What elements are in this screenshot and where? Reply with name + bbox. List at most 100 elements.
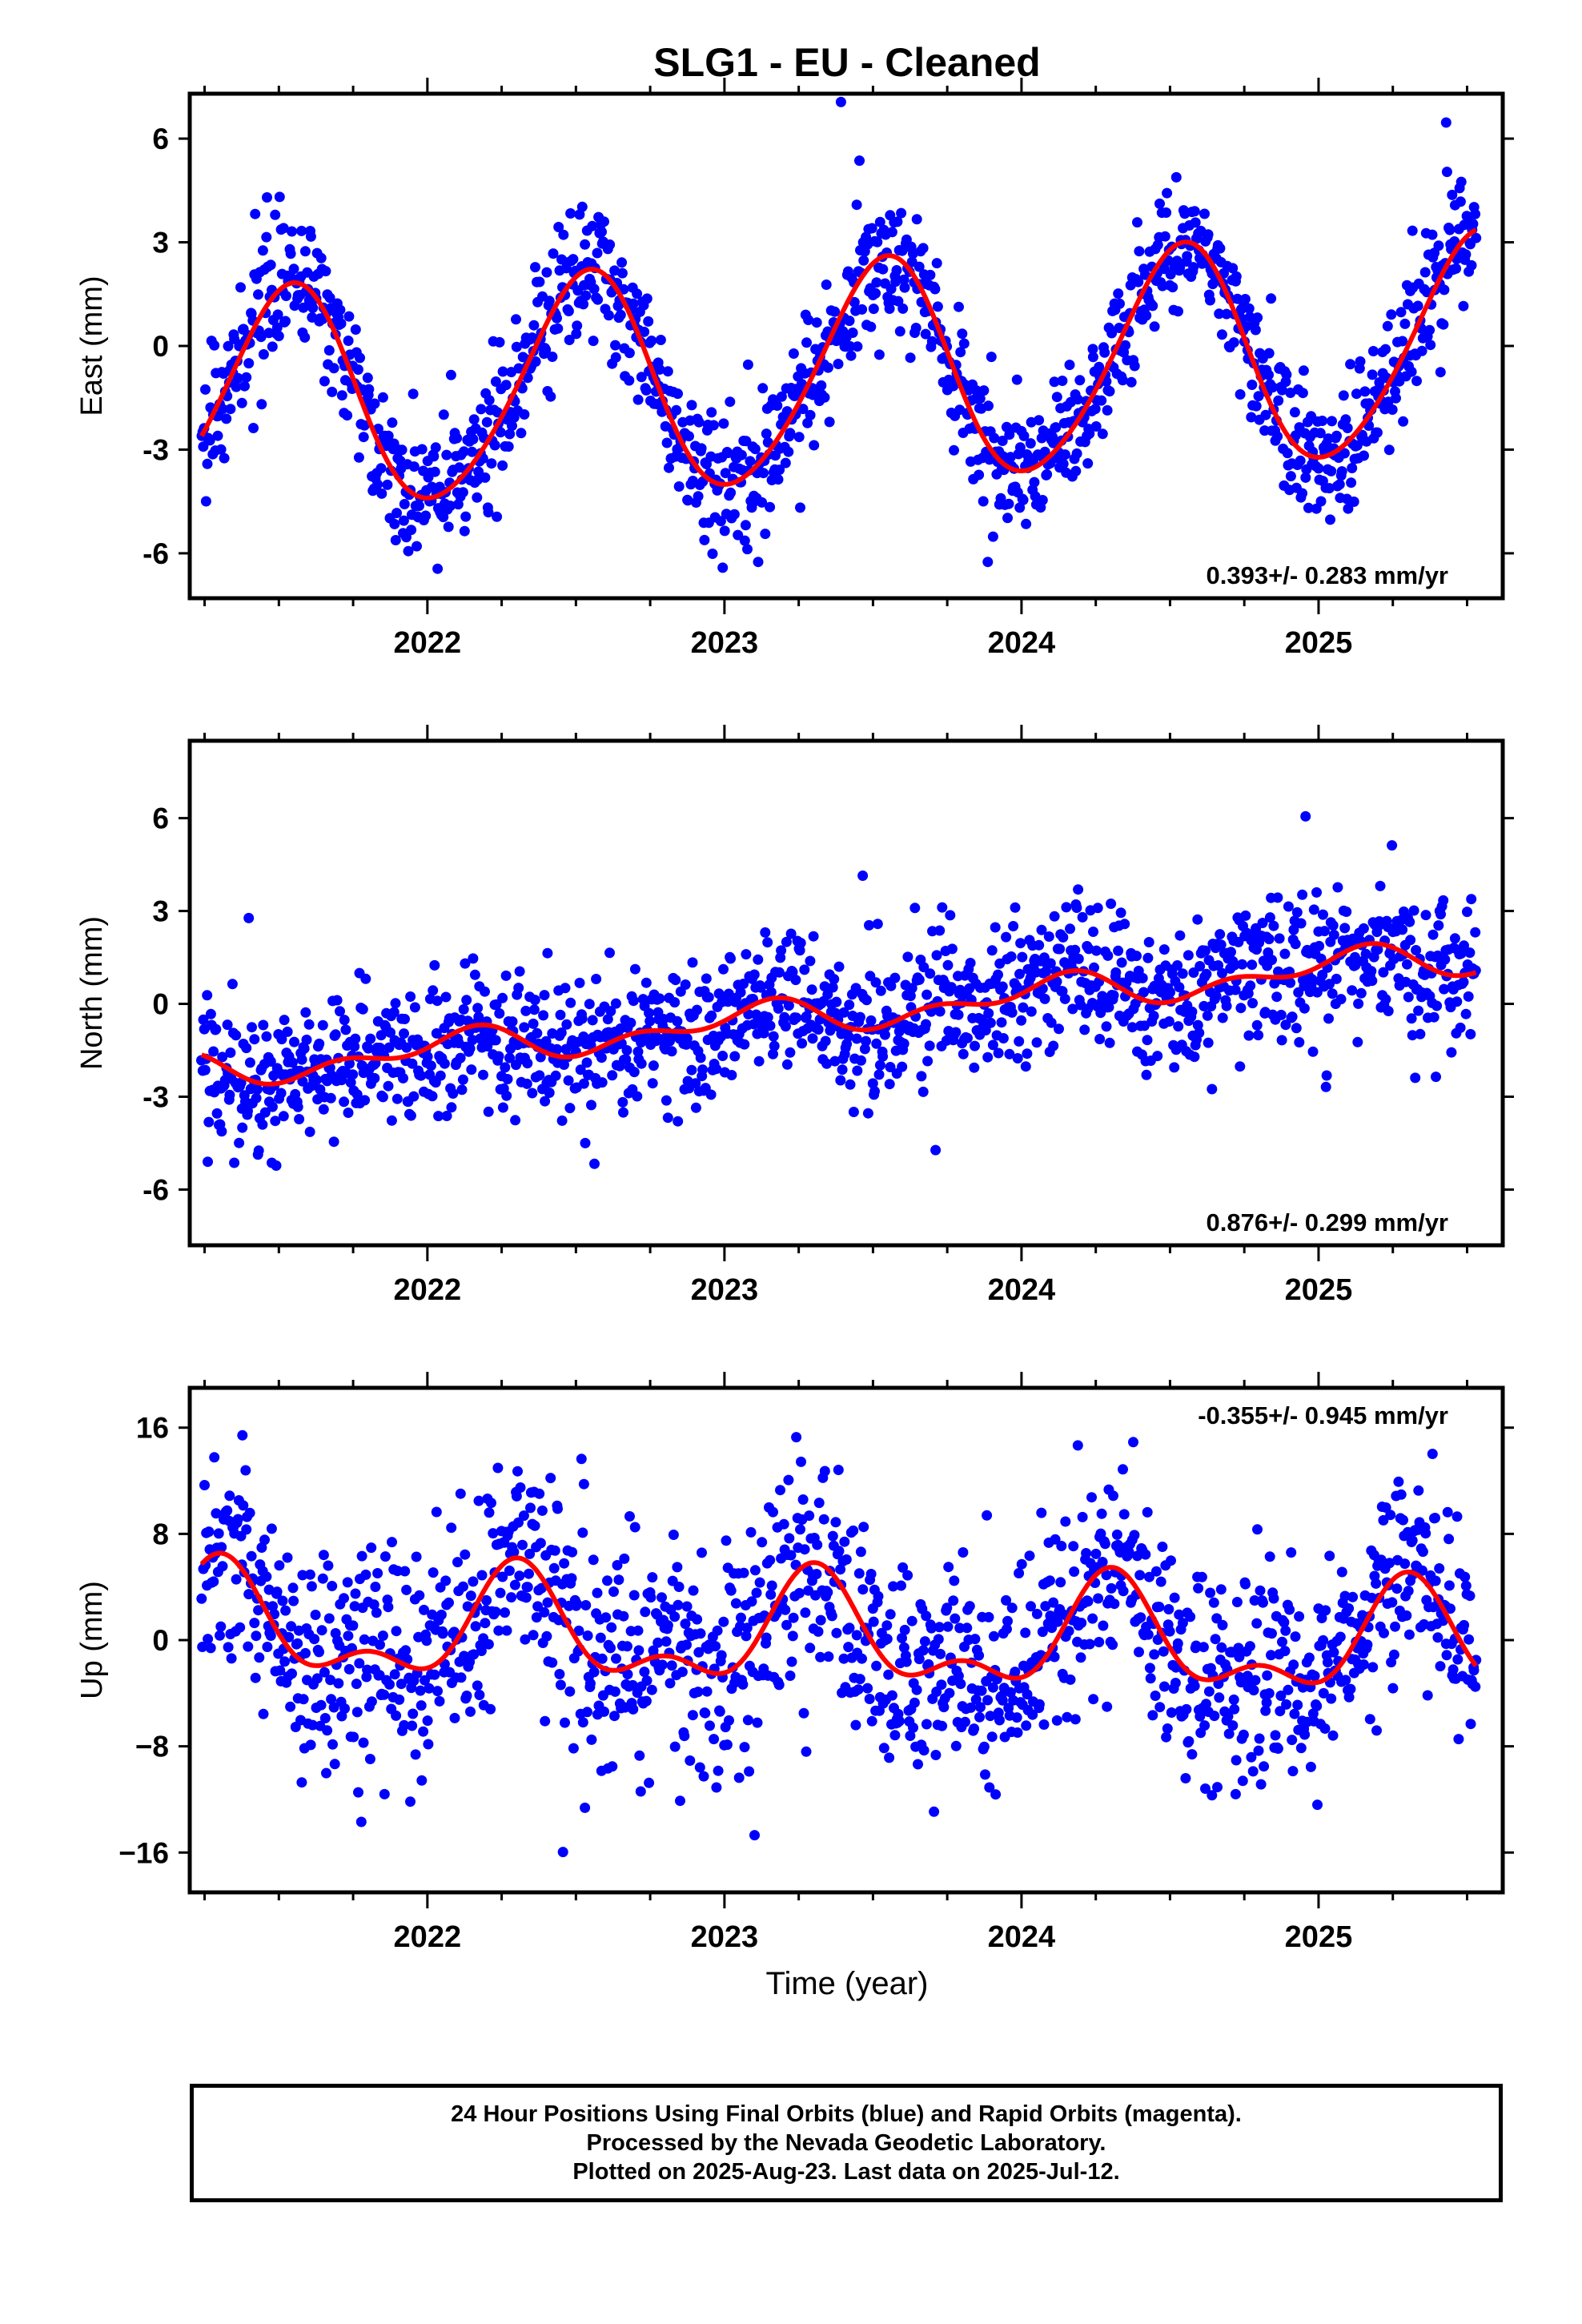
data-point xyxy=(717,562,729,573)
data-point xyxy=(1241,927,1252,939)
data-point xyxy=(329,1759,340,1770)
data-point xyxy=(1406,1013,1417,1024)
data-point xyxy=(1273,395,1284,406)
data-point xyxy=(390,535,401,545)
data-point xyxy=(843,1031,854,1042)
data-point xyxy=(1240,910,1251,921)
data-point xyxy=(1250,324,1261,336)
data-point xyxy=(998,1033,1009,1043)
data-point xyxy=(752,1717,763,1728)
data-point xyxy=(258,349,269,360)
data-point xyxy=(1152,239,1163,251)
data-point xyxy=(588,283,600,295)
data-point xyxy=(1097,1557,1108,1567)
data-point xyxy=(740,520,751,531)
data-point xyxy=(1403,1629,1415,1640)
data-point xyxy=(620,1054,632,1065)
data-point xyxy=(429,466,440,477)
data-point xyxy=(974,1650,985,1661)
data-point xyxy=(211,1023,222,1035)
data-point xyxy=(749,1830,760,1841)
data-point xyxy=(1198,1642,1209,1653)
data-point xyxy=(736,449,747,460)
data-point xyxy=(957,328,968,340)
data-point xyxy=(1048,1040,1059,1051)
data-point xyxy=(796,1456,806,1467)
data-point xyxy=(993,1047,1004,1059)
data-point xyxy=(1139,269,1150,280)
data-point xyxy=(1262,1670,1273,1681)
data-point xyxy=(1123,1546,1134,1558)
data-point xyxy=(761,428,772,440)
data-point xyxy=(225,1047,236,1058)
data-point xyxy=(845,341,856,352)
data-point xyxy=(1397,924,1408,935)
data-point xyxy=(1289,1708,1300,1719)
data-point xyxy=(323,1560,334,1571)
data-point xyxy=(200,496,211,507)
data-point xyxy=(1190,217,1201,228)
data-point xyxy=(896,207,907,219)
data-point xyxy=(580,1802,591,1813)
data-point xyxy=(545,1473,556,1484)
data-point xyxy=(722,448,733,459)
data-point xyxy=(1150,1691,1161,1701)
data-point xyxy=(1299,1003,1310,1014)
data-point xyxy=(1270,1730,1281,1741)
data-point xyxy=(1364,1714,1375,1725)
data-point xyxy=(744,1766,755,1777)
data-point xyxy=(1263,1688,1275,1699)
data-point xyxy=(844,999,855,1011)
data-point xyxy=(937,902,948,913)
data-point xyxy=(604,239,616,250)
data-point xyxy=(492,511,503,522)
data-point xyxy=(241,1043,252,1054)
data-point xyxy=(788,348,799,359)
data-point xyxy=(428,1567,439,1578)
data-point xyxy=(203,1156,213,1168)
data-point xyxy=(1166,1555,1176,1566)
data-point xyxy=(697,1064,709,1076)
data-point xyxy=(528,1004,540,1015)
data-point xyxy=(375,1043,386,1053)
data-point xyxy=(624,348,635,359)
data-point xyxy=(1347,985,1358,996)
data-point xyxy=(707,549,718,559)
data-point xyxy=(1096,1508,1107,1519)
data-point xyxy=(824,416,835,428)
data-point xyxy=(1272,1743,1283,1754)
data-point xyxy=(609,1711,620,1722)
data-point xyxy=(766,1580,777,1591)
data-point xyxy=(541,267,552,278)
data-point xyxy=(648,1060,659,1072)
data-point xyxy=(1106,1582,1117,1594)
data-point xyxy=(1117,375,1128,386)
data-point xyxy=(353,1787,363,1798)
data-point xyxy=(287,1668,297,1679)
data-point xyxy=(480,986,490,997)
data-point xyxy=(1001,1594,1012,1606)
data-point xyxy=(560,1717,570,1728)
data-point xyxy=(243,1105,253,1116)
data-point xyxy=(517,1539,528,1550)
data-point xyxy=(1152,1051,1163,1062)
data-point xyxy=(267,341,278,352)
data-point xyxy=(913,1654,925,1665)
data-point xyxy=(688,1585,699,1596)
data-point xyxy=(1428,1011,1439,1023)
data-point xyxy=(319,1667,330,1678)
data-point xyxy=(738,979,749,989)
data-point xyxy=(325,1675,336,1686)
data-point xyxy=(467,1035,478,1046)
data-point xyxy=(1074,375,1086,386)
data-point xyxy=(986,352,997,363)
data-point xyxy=(586,1100,596,1111)
data-point xyxy=(1383,1006,1394,1016)
data-point xyxy=(1420,1528,1431,1539)
data-point xyxy=(862,1683,873,1694)
data-point xyxy=(259,1534,270,1546)
data-point xyxy=(247,1022,257,1033)
data-point xyxy=(495,427,506,438)
data-point xyxy=(1058,458,1069,469)
data-point xyxy=(889,1730,901,1741)
